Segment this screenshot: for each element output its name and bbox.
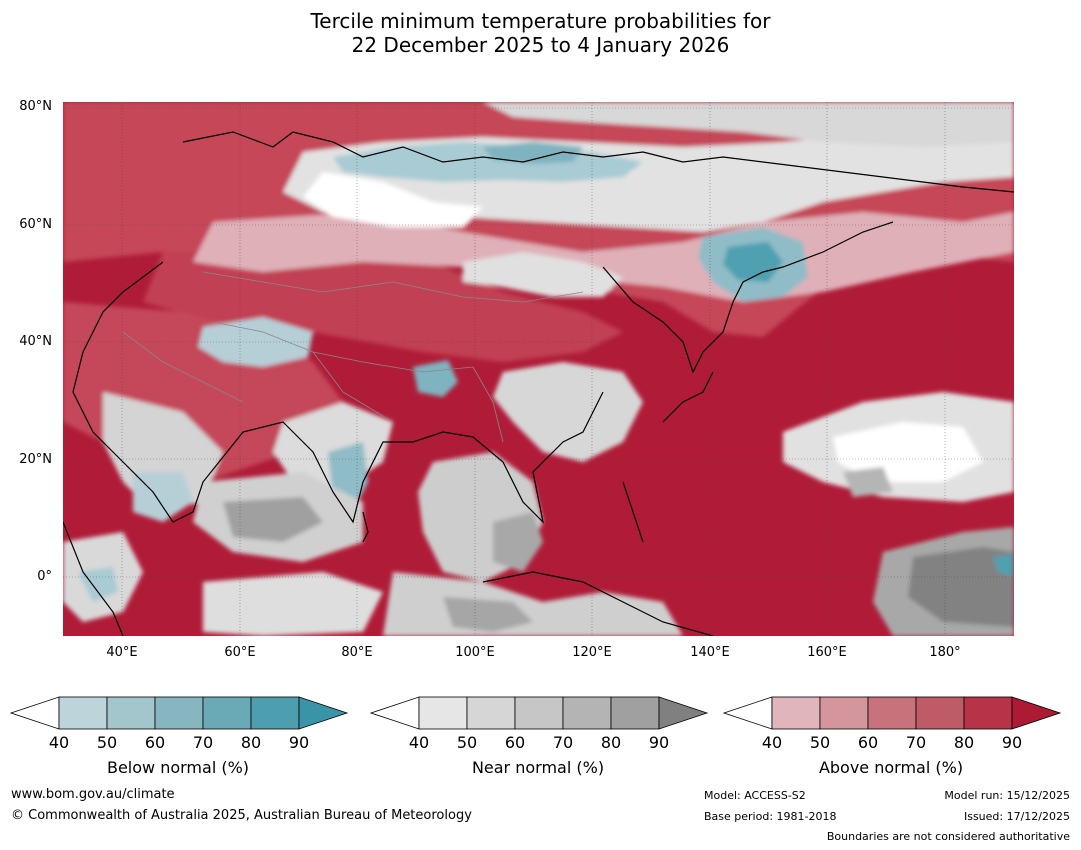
north-pacific-white-patch [833, 422, 983, 482]
above-label-80: 80 [953, 733, 975, 752]
lon-tick-60e: 60°E [224, 645, 256, 660]
near-label-70: 70 [552, 733, 574, 752]
lat-tick-40n: 40°N [19, 334, 52, 349]
lon-tick-140e: 140°E [690, 645, 730, 660]
website-link[interactable]: www.bom.gov.au/climate [11, 787, 175, 802]
east-siberia-below-normal-core [723, 242, 783, 282]
northern-white-patch [303, 172, 483, 227]
above-label-60: 60 [857, 733, 879, 752]
above-label-70: 70 [905, 733, 927, 752]
map-title-line2: 22 December 2025 to 4 January 2026 [351, 33, 730, 57]
model-run-text: Model run: 15/12/2025 [944, 789, 1070, 802]
lon-tick-120e: 120°E [572, 645, 612, 660]
probability-shading [63, 102, 1014, 636]
country-borders [122, 271, 584, 443]
central-asia-above [143, 252, 623, 362]
map-title: Tercile minimum temperature probabilitie… [0, 9, 1081, 57]
southern-indian-ocean-near-normal [203, 572, 383, 636]
lon-tick-160e: 160°E [807, 645, 847, 660]
lat-tick-80n: 80°N [19, 99, 52, 114]
near-label-60: 60 [504, 733, 526, 752]
arabia-below-normal [133, 472, 193, 522]
north-pacific-grey-patch [843, 467, 893, 497]
south-pacific-below-normal [993, 554, 1014, 577]
below-normal-colorbar [10, 696, 349, 730]
southeast-asia-near-normal-core [493, 512, 543, 572]
below-label-70: 70 [192, 733, 214, 752]
lon-tick-100e: 100°E [455, 645, 495, 660]
below-label-40: 40 [48, 733, 70, 752]
lon-tick-40e: 40°E [106, 645, 138, 660]
below-normal-title: Below normal (%) [106, 758, 250, 777]
below-label-90: 90 [288, 733, 310, 752]
near-label-40: 40 [408, 733, 430, 752]
above-normal-title: Above normal (%) [818, 758, 964, 777]
east-africa-below-normal [78, 567, 118, 602]
arctic-near-normal [483, 102, 1014, 147]
china-near-normal [493, 362, 643, 462]
mongolia-near-normal [463, 252, 623, 297]
copyright-text: © Commonwealth of Australia 2025, Austra… [11, 808, 472, 823]
above-label-50: 50 [809, 733, 831, 752]
lat-tick-20n: 20°N [19, 452, 52, 467]
above-label-90: 90 [1001, 733, 1023, 752]
graticule [63, 102, 1014, 636]
indonesia-near-normal-core [443, 597, 533, 632]
model-text: Model: ACCESS-S2 [704, 789, 806, 802]
lon-tick-180: 180° [929, 645, 961, 660]
map-title-line1: Tercile minimum temperature probabilitie… [310, 9, 771, 33]
south-pacific-near-normal-core [908, 547, 1014, 627]
disclaimer-text: Boundaries are not considered authoritat… [826, 830, 1070, 843]
above-normal-colorbar [723, 696, 1062, 730]
near-normal-title: Near normal (%) [471, 758, 605, 777]
indian-ocean-near-normal-core [223, 497, 323, 542]
issued-text: Issued: 17/12/2025 [963, 810, 1070, 823]
above-label-40: 40 [761, 733, 783, 752]
lat-tick-60n: 60°N [19, 217, 52, 232]
near-label-50: 50 [456, 733, 478, 752]
lat-tick-0: 0° [37, 569, 52, 584]
below-label-60: 60 [144, 733, 166, 752]
map-svg [63, 102, 1014, 636]
near-normal-colorbar [370, 696, 709, 730]
lon-tick-80e: 80°E [341, 645, 373, 660]
near-label-80: 80 [600, 733, 622, 752]
below-label-50: 50 [96, 733, 118, 752]
siberia-below-normal-core [483, 142, 583, 164]
coastlines [63, 131, 1014, 636]
near-label-90: 90 [648, 733, 670, 752]
probability-map [63, 102, 1014, 636]
base-period-text: Base period: 1981-2018 [704, 810, 837, 823]
below-label-80: 80 [240, 733, 262, 752]
pale-red-arc [193, 212, 1014, 302]
